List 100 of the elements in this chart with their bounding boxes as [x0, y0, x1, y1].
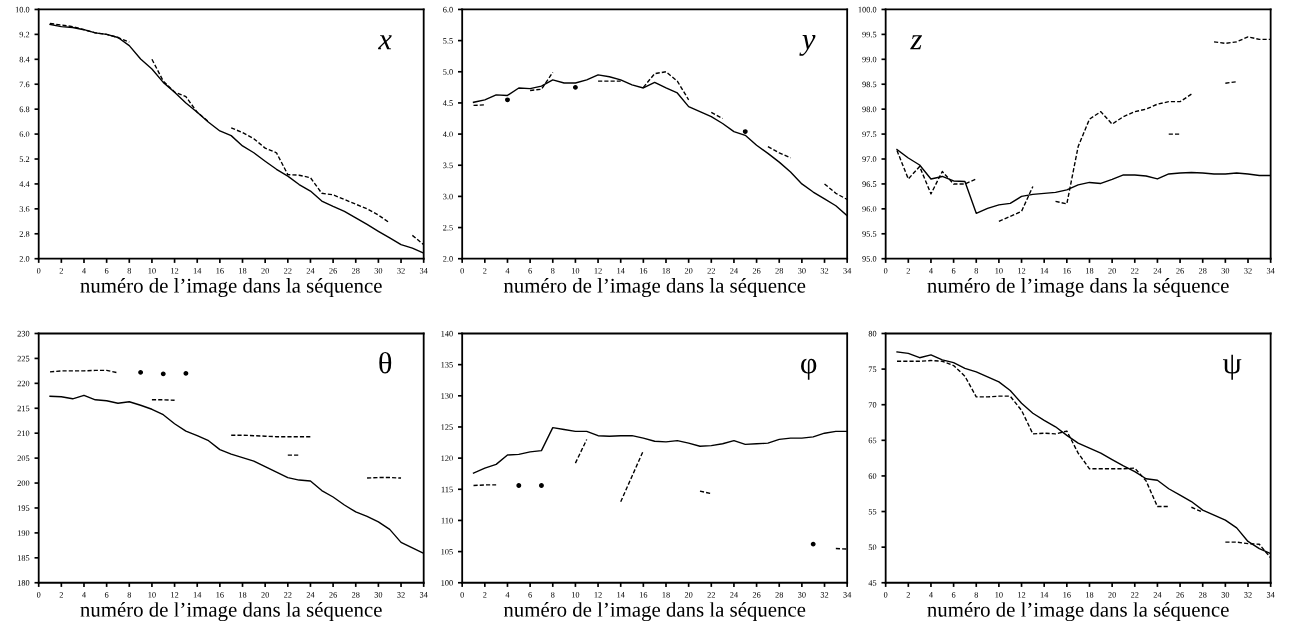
y-tick-label: 95.0	[862, 256, 877, 262]
y-tick-label: 8.4	[19, 56, 30, 63]
x-tick-label: 28	[775, 267, 784, 274]
x-tick-label: 6	[104, 592, 109, 598]
x-tick-label: 12	[171, 592, 179, 598]
y-tick-label: 45	[868, 580, 877, 586]
x-tick-label: 20	[261, 592, 270, 598]
x-tick-label: 14	[1040, 268, 1049, 274]
x-tick-label: 16	[1063, 592, 1071, 598]
x-tick-label: 8	[551, 267, 555, 274]
x-tick-label: 26	[1176, 268, 1184, 274]
x-tick-label: 10	[571, 267, 580, 274]
x-tick-label: 22	[1130, 268, 1139, 274]
y-tick-label: 5.5	[443, 38, 453, 44]
y-tick-label: 135	[441, 362, 453, 368]
x-tick-label: 4	[82, 592, 86, 598]
x-tick-label: 2	[906, 268, 910, 274]
x-tick-label: 10	[995, 267, 1003, 274]
x-tick-label: 32	[820, 592, 829, 598]
annotation: φ	[801, 358, 817, 380]
x-tick-label: 0	[460, 592, 464, 598]
x-tick-label: 26	[752, 592, 761, 598]
x-tick-label: 18	[662, 267, 670, 274]
y-tick-label: 200	[17, 480, 30, 487]
x-tick-label: 22	[1130, 592, 1139, 598]
point	[505, 97, 510, 103]
y-tick-label: 96.5	[862, 181, 877, 187]
y-tick-label: 100.0	[858, 6, 877, 13]
x-tick-label: 20	[1108, 592, 1116, 598]
y-tick-label: 2.0	[19, 256, 30, 262]
y-tick-label: 120	[441, 455, 453, 462]
y-tick-label: 98.0	[862, 106, 877, 113]
x-tick-label: 20	[261, 267, 270, 274]
y-tick-label: 2.5	[443, 224, 453, 231]
x-tick-label: 16	[1063, 268, 1071, 274]
x-tick-label: 10	[148, 267, 156, 274]
y-tick-label: 105	[441, 548, 453, 555]
x-tick-label: 2	[59, 268, 63, 274]
x-tick-label: 4	[929, 592, 933, 598]
y-tick-label: 3.6	[19, 206, 30, 212]
x-tick-label: 22	[707, 268, 715, 274]
x-tick-label: 16	[216, 592, 224, 598]
annotation: y	[799, 35, 816, 56]
x-tick-label: 22	[707, 592, 715, 598]
x-tick-label: 30	[798, 592, 806, 598]
y-tick-label: 5.0	[443, 69, 453, 75]
x-tick-label: 0	[883, 267, 888, 274]
y-tick-label: 4.5	[442, 100, 453, 106]
x-tick-label: 30	[374, 592, 383, 598]
x-tick-label: 24	[306, 268, 315, 274]
x-tick-label: 30	[798, 267, 806, 274]
y-tick-label: 9.2	[19, 31, 30, 38]
y-tick-label: 3.5	[443, 162, 453, 169]
x-tick-label: 32	[397, 268, 405, 274]
x-tick-label: 12	[594, 268, 602, 274]
x-axis-title: numéro de l’image dans la séquence	[927, 602, 1229, 622]
x-tick-label: 12	[1018, 268, 1026, 274]
x-tick-label: 12	[171, 268, 179, 274]
y-tick-label: 180	[17, 580, 30, 586]
x-tick-label: 34	[1266, 592, 1275, 598]
y-tick-label: 115	[441, 486, 453, 493]
x-tick-label: 24	[730, 592, 738, 598]
x-tick-label: 14	[1040, 592, 1049, 598]
y-tick-label: 96.0	[862, 206, 877, 212]
x-tick-label: 6	[951, 592, 956, 598]
x-tick-label: 34	[1266, 268, 1275, 274]
y-tick-label: 75	[868, 366, 877, 373]
x-tick-label: 8	[551, 592, 555, 598]
x-tick-label: 24	[730, 268, 738, 274]
x-tick-label: 6	[528, 268, 532, 274]
y-tick-label: 215	[17, 405, 30, 412]
x-tick-label: 24	[1153, 268, 1162, 274]
x-tick-label: 28	[351, 267, 360, 274]
x-tick-label: 18	[239, 267, 247, 274]
x-tick-label: 18	[1086, 592, 1094, 598]
x-tick-label: 30	[374, 267, 383, 274]
x-tick-label: 28	[1198, 592, 1207, 598]
x-tick-label: 4	[82, 268, 86, 274]
y-tick-label: 185	[17, 555, 30, 561]
y-tick-label: 220	[17, 380, 30, 387]
x-tick-label: 2	[906, 592, 910, 598]
x-tick-label: 34	[419, 592, 428, 598]
x-tick-label: 16	[216, 268, 224, 274]
y-tick-label: 230	[17, 330, 30, 337]
x-tick-label: 22	[284, 268, 292, 274]
x-tick-label: 0	[460, 267, 464, 274]
y-tick-label: 65	[868, 437, 877, 444]
x-tick-label: 10	[571, 592, 580, 598]
y-tick-label: 2.8	[19, 231, 30, 237]
x-tick-label: 26	[329, 592, 338, 598]
x-tick-label: 20	[1108, 267, 1116, 274]
annotation: x	[378, 35, 392, 50]
y-tick-label: 130	[441, 393, 453, 399]
x-axis-title: numéro de l’image dans la séquence	[503, 278, 806, 298]
y-tick-label: 97.5	[862, 131, 877, 138]
x-tick-label: 14	[193, 592, 202, 598]
x-tick-label: 26	[329, 268, 338, 274]
x-tick-label: 32	[1244, 268, 1252, 274]
y-tick-label: 210	[17, 430, 30, 437]
annotation: θ	[379, 351, 392, 374]
